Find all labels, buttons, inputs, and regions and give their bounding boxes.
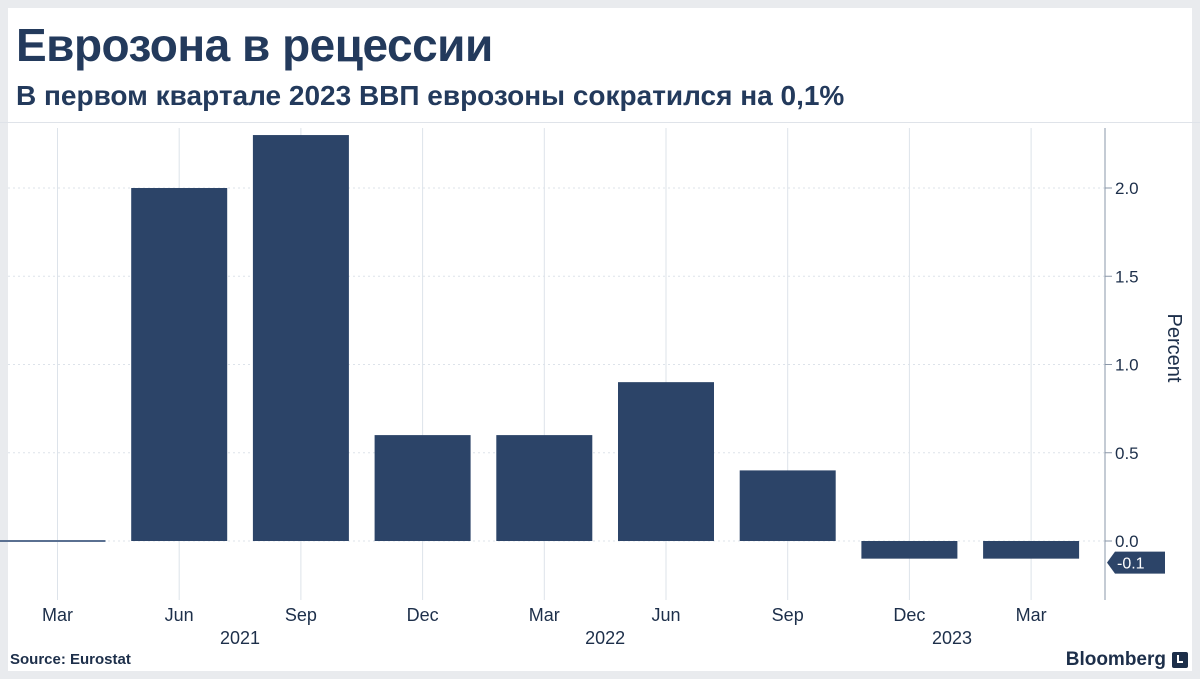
x-year-label: 2023 <box>932 628 972 648</box>
last-value-callout <box>1107 551 1165 574</box>
bar-1 <box>131 188 228 541</box>
y-tick-label: 0.0 <box>1115 532 1139 551</box>
y-axis-title: Percent <box>1163 314 1185 383</box>
bar-2 <box>252 135 349 542</box>
header-divider <box>0 122 1200 123</box>
x-year-label: 2021 <box>220 628 260 648</box>
bar-7 <box>861 541 958 559</box>
bar-3 <box>374 435 471 541</box>
bloomberg-logo: Bloomberg <box>1065 649 1166 670</box>
x-tick-label: Sep <box>285 605 317 625</box>
chart-title: Еврозона в рецессии <box>16 19 493 71</box>
last-value-label: -0.1 <box>1117 556 1145 573</box>
bar-8 <box>983 541 1080 559</box>
x-tick-label: Dec <box>407 605 439 625</box>
x-year-label: 2022 <box>585 628 625 648</box>
x-tick-label: Mar <box>1016 605 1047 625</box>
y-tick-label: 2.0 <box>1115 179 1139 198</box>
x-tick-label: Jun <box>165 605 194 625</box>
bar-4 <box>496 435 593 541</box>
bar-0 <box>0 540 106 542</box>
y-tick-label: 1.5 <box>1115 267 1139 286</box>
chart-subtitle: В первом квартале 2023 ВВП еврозоны сокр… <box>16 80 845 111</box>
bloomberg-terminal-icon <box>1172 652 1188 668</box>
bar-5 <box>618 382 714 541</box>
bar-6 <box>739 470 836 541</box>
y-tick-label: 0.5 <box>1115 444 1139 463</box>
x-tick-label: Mar <box>42 605 73 625</box>
x-tick-label: Mar <box>529 605 560 625</box>
y-tick-label: 1.0 <box>1115 356 1139 375</box>
x-tick-label: Dec <box>893 605 925 625</box>
x-tick-label: Sep <box>772 605 804 625</box>
source-note: Source: Eurostat <box>10 651 131 668</box>
x-tick-label: Jun <box>651 605 680 625</box>
